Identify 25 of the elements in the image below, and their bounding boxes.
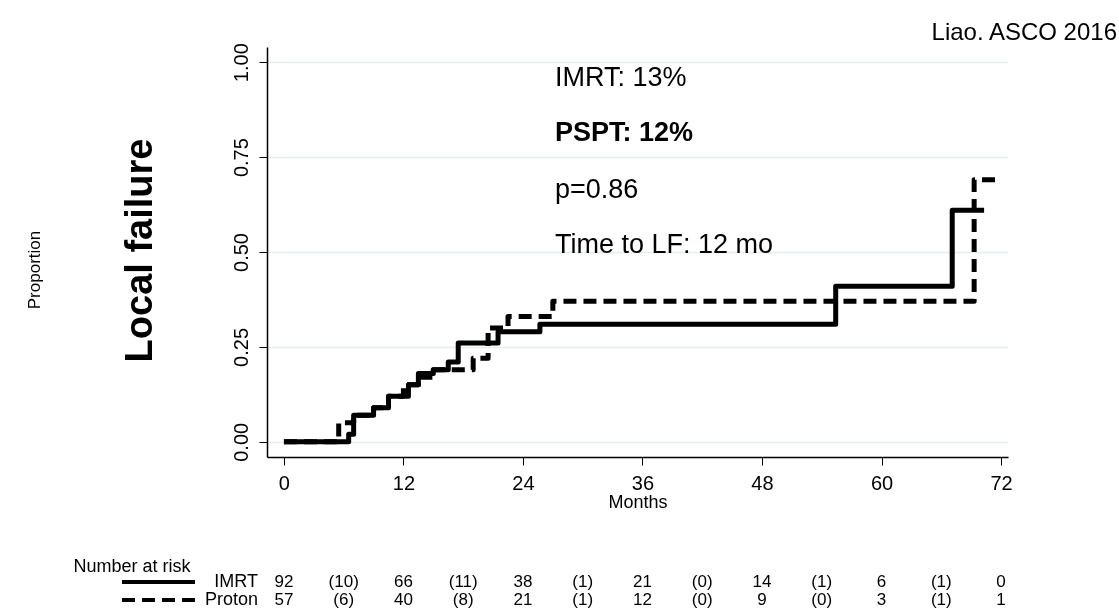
text: Liao. ASCO 2016 [931, 18, 1117, 45]
x-tick-label: 72 [990, 471, 1013, 494]
y-tick-label: 0.00 [229, 422, 252, 462]
annotation: IMRT: 13% [555, 62, 687, 92]
x-tick-label: 0 [278, 471, 290, 494]
x-tick-label: 12 [392, 471, 416, 494]
annotation: p=0.86 [555, 174, 639, 204]
text: Number at risk [73, 556, 192, 576]
x-tick-label: 24 [512, 471, 535, 494]
text: 57 (6) 40 (8) 21 (1) 12 (0) 9 (0) 3 (1) 1 [274, 590, 1006, 609]
legend-label: IMRT [214, 571, 258, 591]
x-tick-label: 36 [631, 471, 655, 494]
text: 92 (10) 66 (11) 38 (1) 21 (0) 14 (1) 6 (1) 0 [274, 572, 1006, 591]
x-tick-label: 60 [870, 471, 894, 494]
x-tick-label: 48 [751, 471, 774, 494]
y-tick-label: 0.50 [229, 233, 252, 272]
annotation: Time to LF: 12 mo [555, 229, 774, 259]
y-tick-label: 0.25 [229, 327, 252, 367]
y-tick-label: 0.75 [229, 138, 252, 178]
y-axis-title: Local failure [117, 138, 160, 363]
legend-label: Proton [204, 589, 258, 609]
text: Proportion [25, 230, 44, 310]
x-axis-title: Months [608, 491, 668, 512]
annotation: PSPT: 12% [555, 117, 694, 147]
y-tick-label: 1.00 [229, 43, 252, 83]
